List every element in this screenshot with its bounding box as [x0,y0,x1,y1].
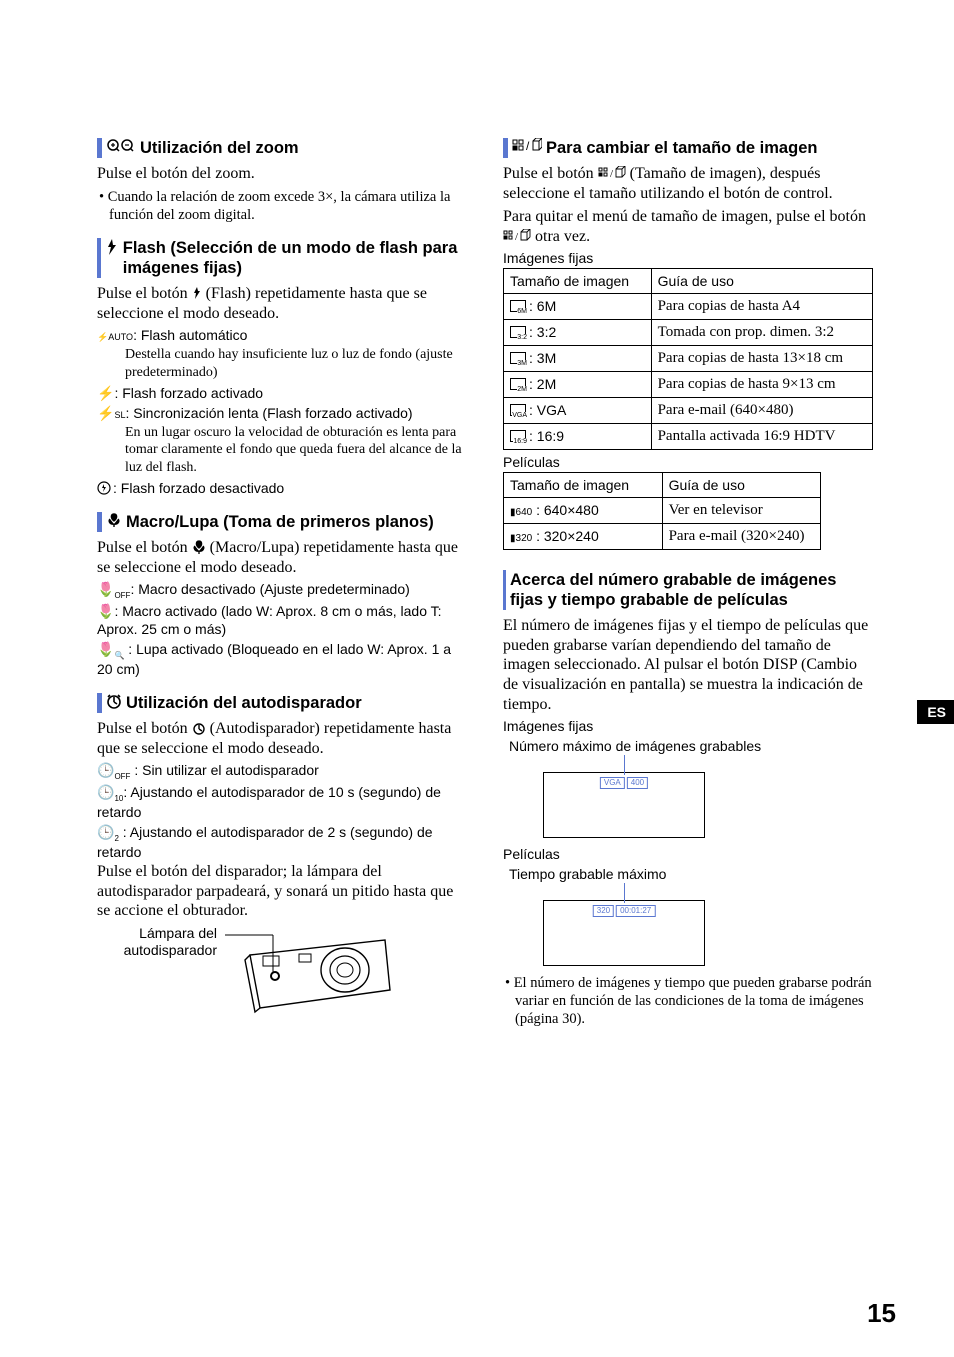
heading-zoom-text: Utilización del zoom [140,138,299,158]
heading-zoom: Utilización del zoom [97,138,467,158]
heading-macro: Macro/Lupa (Toma de primeros planos) [97,512,467,532]
rec-p1: El número de imágenes fijas y el tiempo … [503,616,873,714]
image-size-icon: / [512,138,542,154]
timer-options: 🕒OFF : Sin utilizar el autodisparador 🕒1… [97,762,467,862]
image-size-table: Tamaño de imagen Guía de uso : 6MPara co… [503,268,873,450]
timer-body: Pulse el botón (Autodisparador) repetida… [97,719,467,758]
camera-lamp-label: Lámpara delautodisparador [97,925,217,959]
heading-recordable: Acerca del número grabable de imágenes f… [503,570,873,610]
lcd2-b: 00:01:27 [616,905,655,917]
movie-size-table: Tamaño de imagen Guía de uso ▮640 : 640×… [503,472,821,550]
heading-size-text: Para cambiar el tamaño de imagen [546,138,817,158]
rec-bullet: El número de imágenes y tiempo que puede… [503,974,873,1028]
camera-diagram: Lámpara delautodisparador [97,925,467,1015]
flash-icon [105,238,119,256]
tbl1-h2: Guía de uso [651,269,872,294]
flash-options: ⚡AUTO: Flash automático Destella cuando … [97,327,467,498]
heading-timer: Utilización del autodisparador [97,693,467,713]
timer-p2: Pulse el botón del disparador; la lámpar… [97,862,467,921]
lcd1-b: 400 [627,777,648,789]
tbl1-caption: Imágenes fijas [503,250,873,266]
rec-cap1: Imágenes fijas [503,718,873,734]
size-p2: Para quitar el menú de tamaño de imagen,… [503,207,873,246]
tbl2-h1: Tamaño de imagen [504,473,663,498]
tbl1-h1: Tamaño de imagen [504,269,652,294]
zoom-in-out-icon [106,138,136,154]
svg-text:/: / [610,168,614,180]
lcd-movie: 320 00:01:27 [543,900,705,966]
right-column: / Para cambiar el tamaño de imagen Pulse… [503,138,873,1028]
left-column: Utilización del zoom Pulse el botón del … [97,138,467,1028]
size-p1: Pulse el botón / (Tamaño de imagen), des… [503,164,873,203]
heading-recordable-text: Acerca del número grabable de imágenes f… [510,570,873,610]
lcd2-a: 320 [593,905,614,917]
language-badge: ES [917,700,954,724]
tbl2-h2: Guía de uso [662,473,821,498]
svg-text:/: / [526,139,530,153]
heading-size: / Para cambiar el tamaño de imagen [503,138,873,158]
page-number: 15 [867,1298,896,1329]
flash-body: Pulse el botón (Flash) repetidamente has… [97,284,467,323]
rec-cap2: Películas [503,846,873,862]
heading-timer-text: Utilización del autodisparador [126,693,362,713]
tbl2-caption: Películas [503,454,873,470]
zoom-body: Pulse el botón del zoom. [97,164,467,184]
rec-line2: Tiempo grabable máximo [509,866,873,882]
rec-line1: Número máximo de imágenes grabables [509,738,873,754]
manual-page: Utilización del zoom Pulse el botón del … [0,0,954,1357]
camera-icon [225,925,395,1015]
macro-body: Pulse el botón (Macro/Lupa) repetidament… [97,538,467,577]
macro-icon [106,512,122,528]
self-timer-icon [106,693,122,709]
heading-flash: Flash (Selección de un modo de flash par… [97,238,467,278]
zoom-bullet: Cuando la relación de zoom excede 3×, la… [97,188,467,224]
heading-macro-text: Macro/Lupa (Toma de primeros planos) [126,512,434,532]
macro-options: 🌷OFF: Macro desactivado (Ajuste predeter… [97,581,467,679]
lcd1-a: VGA [600,777,625,789]
svg-text:/: / [515,231,519,243]
heading-flash-text: Flash (Selección de un modo de flash par… [123,238,467,278]
lcd-still: VGA 400 [543,772,705,838]
